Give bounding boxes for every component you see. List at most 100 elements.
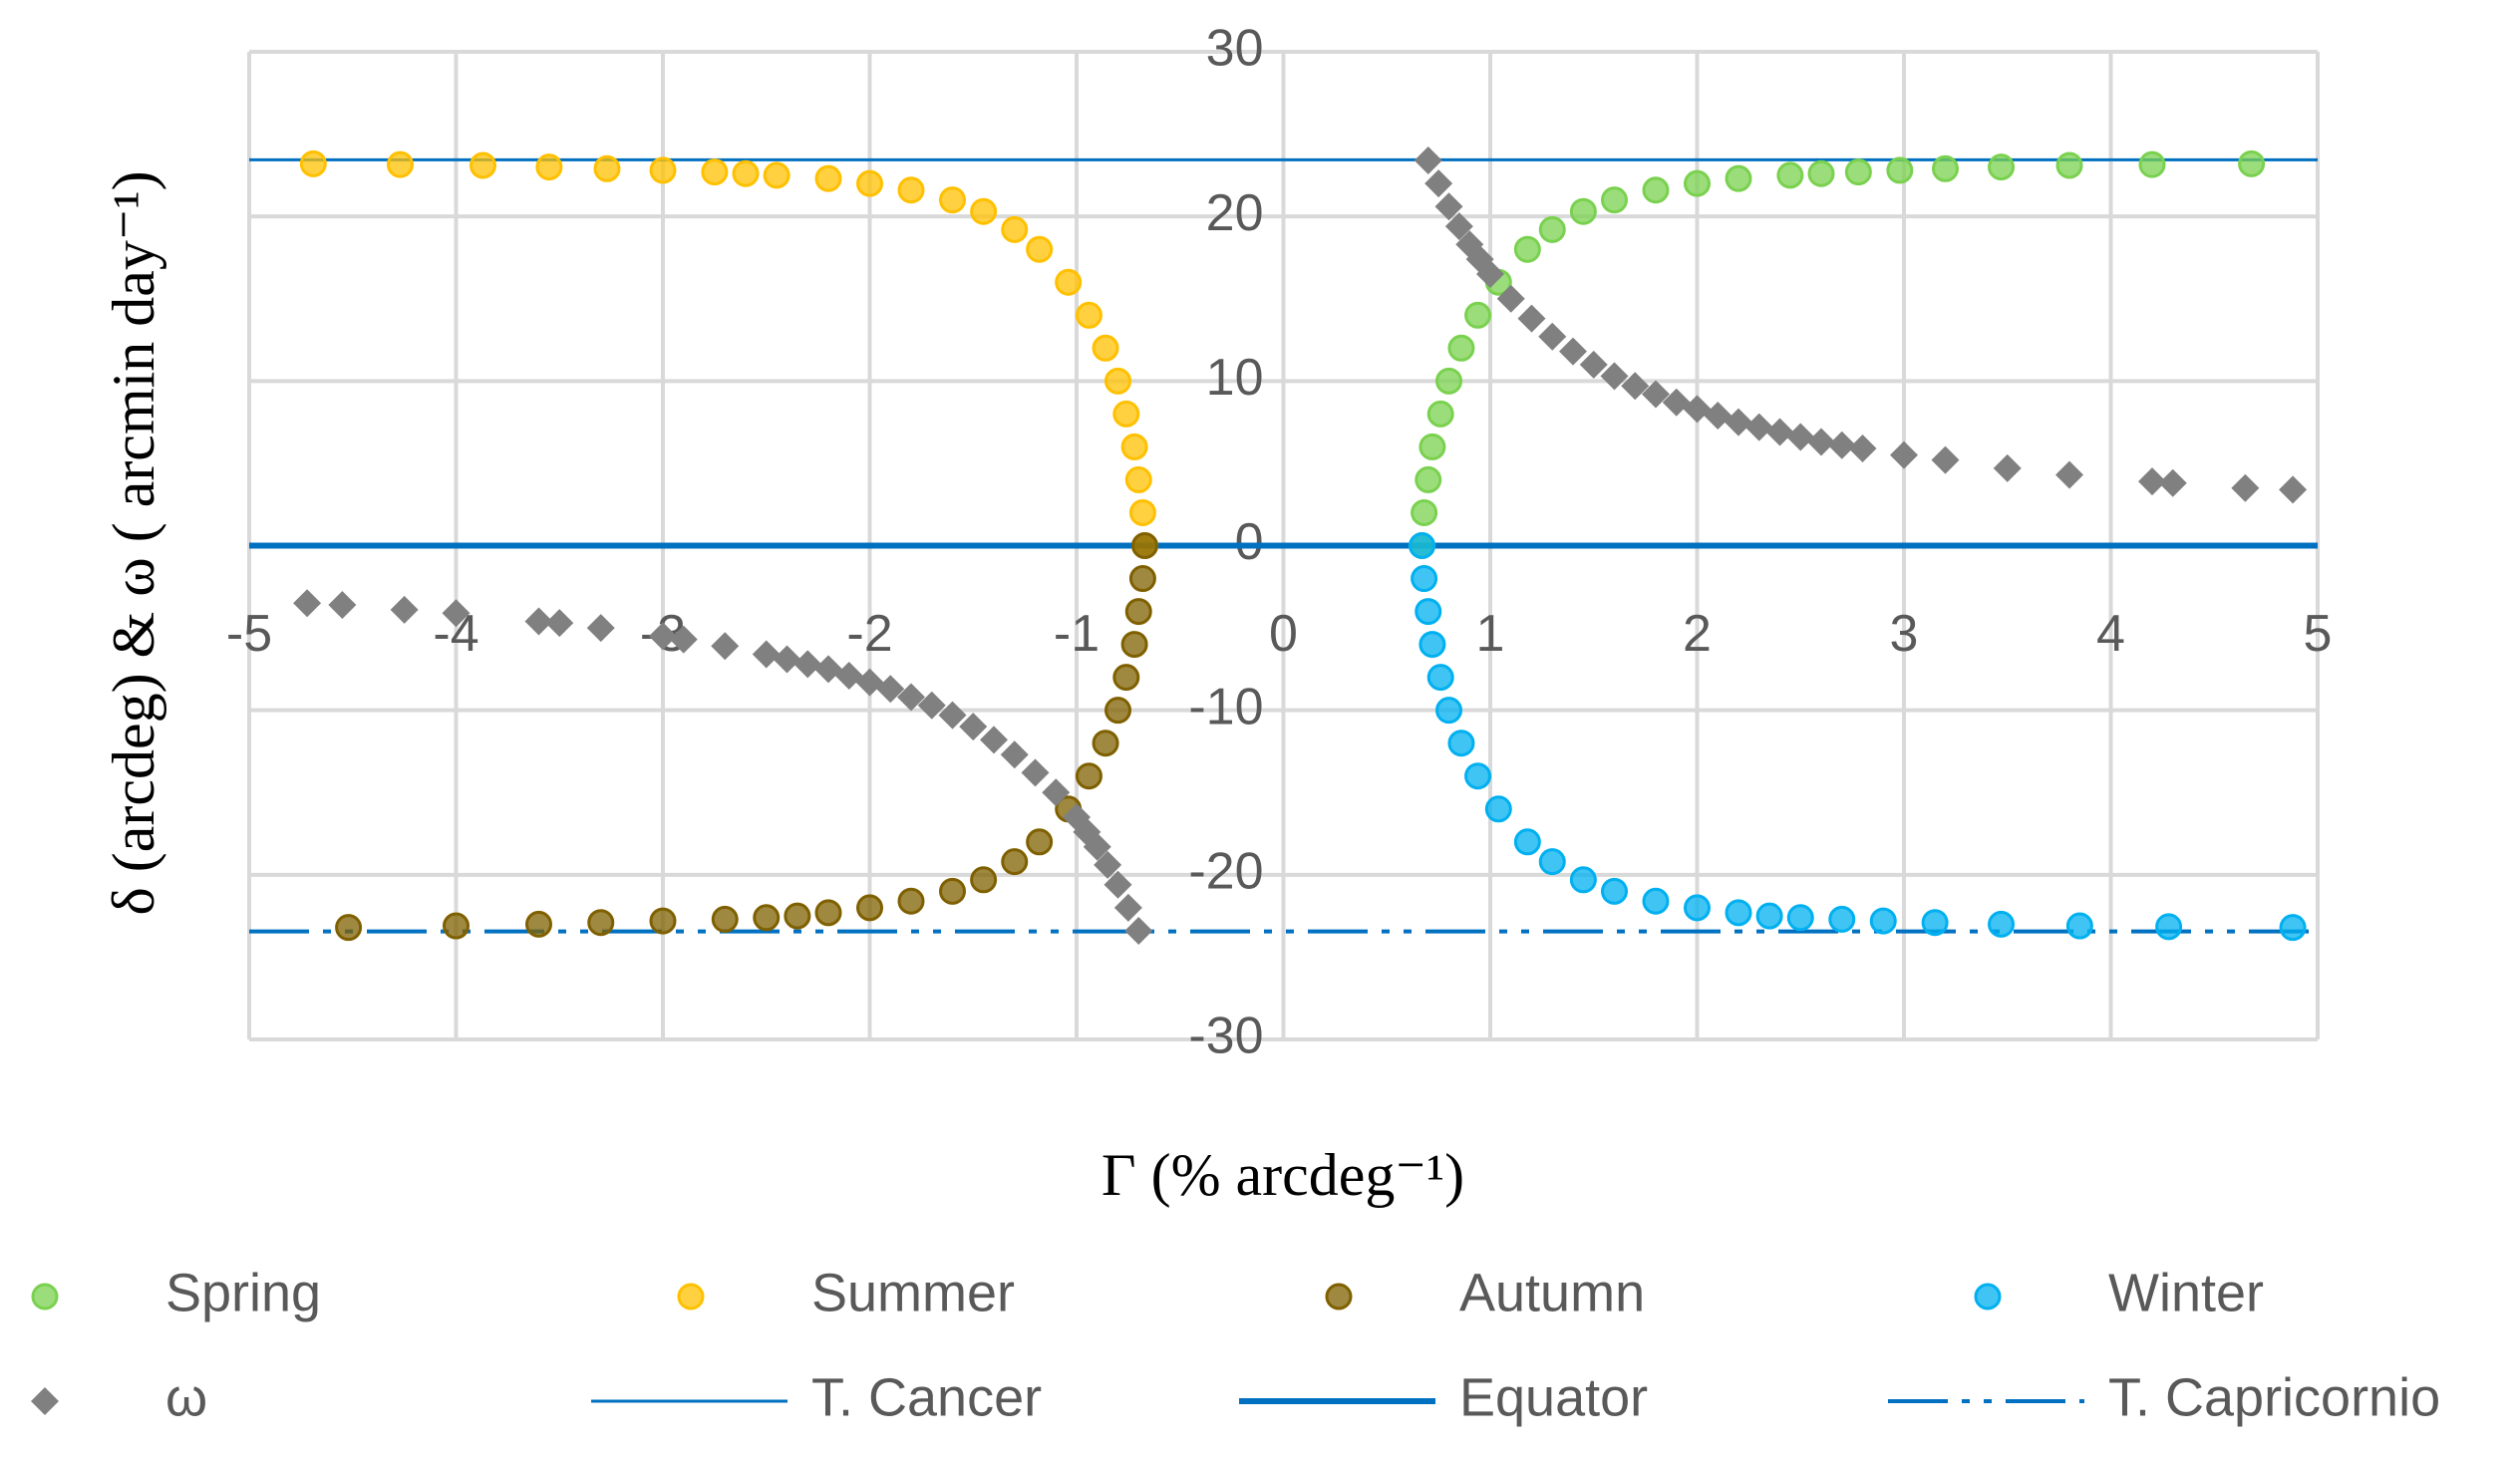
data-point [1776,161,1804,189]
data-point [1932,154,1959,182]
data-point [1128,565,1156,593]
data-point [1112,400,1140,428]
data-point [814,655,842,684]
data-point [1579,350,1608,379]
data-point [1538,322,1567,351]
data-point [2231,473,2260,502]
legend-label: Winter [2108,1263,2264,1322]
data-point [939,186,966,214]
data-point [1000,740,1029,769]
data-point [1026,235,1054,263]
data-point [1931,445,1960,474]
legend-label: Summer [811,1263,1015,1322]
data-point [1559,337,1587,366]
data-point [1725,408,1752,437]
data-point [1042,778,1071,807]
data-point [1113,893,1142,922]
data-point [335,914,363,942]
legend-label: T. Capricornio [2108,1367,2440,1427]
legend-label: Spring [165,1263,321,1322]
data-point [1103,870,1132,899]
data-point [586,614,615,643]
data-point [1827,431,1856,459]
y-tick-label: 30 [1206,20,1264,78]
y-tick-label: 0 [1235,513,1264,571]
x-tick-label: -1 [1054,605,1100,663]
data-point [2055,151,2083,179]
data-point [2065,912,2093,940]
data-point [1092,729,1119,757]
data-point [1513,828,1541,856]
data-point [1434,192,1463,221]
data-point [856,169,883,197]
data-point [752,640,781,669]
data-point [1075,762,1102,790]
data-point [587,909,615,937]
x-tick-label: -2 [846,605,892,663]
data-point [535,153,563,181]
data-point [443,912,470,940]
data-point [1513,235,1541,263]
data-point [1104,367,1131,395]
legend-label: Autumn [1459,1263,1645,1322]
data-point [2138,467,2166,496]
data-point [2138,150,2166,178]
data-point [1447,334,1475,362]
y-tick-label: -10 [1188,678,1263,735]
data-point [959,713,988,741]
data-point [2155,913,2183,941]
data-point [1464,762,1492,790]
data-point [1426,664,1454,692]
data-point [897,683,925,712]
data-point [1807,428,1835,456]
data-point [876,675,905,704]
data-point [1424,169,1453,198]
data-point [669,625,698,654]
data-point [1411,565,1438,593]
data-point [1890,440,1918,469]
legend-swatch [677,1283,705,1311]
data-point [1124,598,1152,626]
data-point [1120,433,1148,460]
data-point [1411,498,1438,526]
data-point [897,887,925,915]
data-point [390,595,419,624]
data-point [2055,460,2083,489]
data-point [1415,465,1442,493]
data-point [1496,284,1525,313]
x-tick-label: 4 [2096,605,2125,663]
data-point [1921,909,1949,937]
data-point [1414,146,1442,175]
data-point [1418,433,1446,460]
data-point [1755,902,1783,930]
data-point [763,161,790,189]
data-point [1807,159,1835,187]
data-point [814,899,842,927]
data-point [1021,758,1050,787]
data-point [1055,268,1083,296]
data-point [1988,910,2016,938]
data-point [1112,664,1140,692]
data-point [442,599,471,628]
data-point [1476,259,1504,288]
data-point [1124,916,1153,945]
data-point [1426,400,1454,428]
data-point [1001,848,1029,876]
y-tick-label: 10 [1206,349,1264,407]
data-point [939,877,966,905]
data-point [917,691,946,720]
data-point [2238,149,2266,177]
data-point [1092,334,1119,362]
data-point [1744,413,1773,441]
data-point [1444,212,1473,241]
legend-swatch [1325,1283,1353,1311]
data-point [1993,453,2022,482]
data-point [1128,498,1156,526]
data-point [1415,598,1442,626]
y-axis-label: δ (arcdeg) & ω ( arcmin day⁻¹) [101,170,166,915]
data-point [2279,914,2307,942]
data-point [649,156,677,184]
data-point [1435,367,1462,395]
legend-label: ω [165,1367,207,1427]
